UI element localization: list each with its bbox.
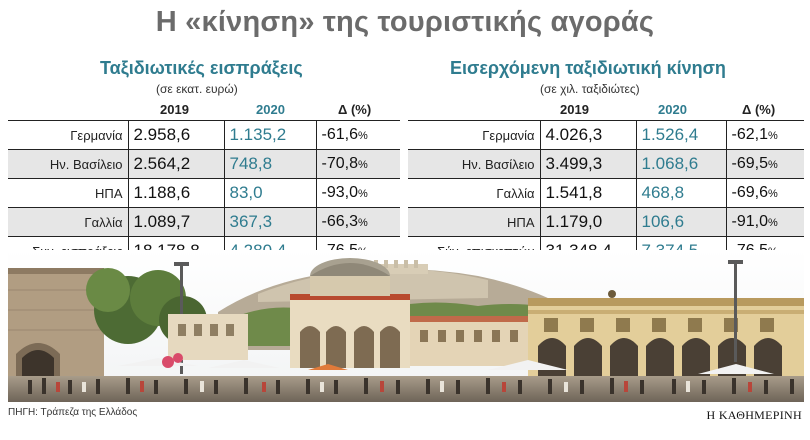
arrivals-unit: (σε χιλ. ταξιδιώτες) [540, 82, 640, 96]
change-number: -69,6 [731, 184, 768, 201]
monastiraki-square-photo [8, 250, 804, 402]
row-label: Ην. Βασίλειο [408, 149, 540, 179]
table-row: Γαλλία 1.541,8 468,8 -69,6% [408, 178, 804, 208]
value-change: -61,6% [315, 120, 400, 150]
value-2019: 1.089,7 [127, 207, 224, 237]
value-2020: 83,0 [223, 178, 316, 208]
row-label: Γαλλία [8, 207, 128, 237]
value-2020: 748,8 [223, 149, 316, 179]
table-row: Ην. Βασίλειο 3.499,3 1.068,6 -69,5% [408, 149, 804, 179]
table-row: ΗΠΑ 1.188,6 83,0 -93,0% [8, 178, 400, 208]
arrivals-table: Γερμανία 4.026,3 1.526,4 -62,1% Ην. Βασί… [408, 120, 804, 266]
change-number: -69,5 [731, 155, 768, 172]
value-change: -91,0% [725, 207, 804, 237]
value-2020: 468,8 [635, 178, 726, 208]
value-2020: 1.526,4 [635, 120, 726, 150]
percent-sign: % [767, 159, 778, 171]
receipts-table: Γερμανία 2.958,6 1.135,2 -61,6% Ην. Βασί… [8, 120, 400, 266]
percent-sign: % [357, 217, 368, 229]
row-label: Γερμανία [408, 120, 540, 150]
row-label: Ην. Βασίλειο [8, 149, 128, 179]
row-label: Γερμανία [8, 120, 128, 150]
value-2020: 367,3 [223, 207, 316, 237]
value-change: -70,8% [315, 149, 400, 179]
value-change: -69,6% [725, 178, 804, 208]
receipts-unit: (σε εκατ. ευρώ) [156, 82, 238, 96]
table-row: Γαλλία 1.089,7 367,3 -66,3% [8, 207, 400, 237]
value-2019: 4.026,3 [539, 120, 636, 150]
value-2019: 1.179,0 [539, 207, 636, 237]
value-2019: 3.499,3 [539, 149, 636, 179]
value-change: -66,3% [315, 207, 400, 237]
change-number: -62,1 [731, 126, 768, 143]
table-row: Γερμανία 2.958,6 1.135,2 -61,6% [8, 120, 400, 150]
source-note: ΠΗΓΗ: Τράπεζα της Ελλάδος [8, 407, 138, 418]
percent-sign: % [357, 159, 368, 171]
receipts-col-2019: 2019 [160, 102, 189, 117]
arrivals-col-change: Δ (%) [742, 102, 776, 117]
receipts-col-change: Δ (%) [338, 102, 372, 117]
change-number: -61,6 [321, 126, 358, 143]
table-row: Γερμανία 4.026,3 1.526,4 -62,1% [408, 120, 804, 150]
change-number: -66,3 [321, 213, 358, 230]
change-number: -93,0 [321, 184, 358, 201]
row-label: ΗΠΑ [8, 178, 128, 208]
value-change: -69,5% [725, 149, 804, 179]
value-2019: 1.541,8 [539, 178, 636, 208]
receipts-heading: Ταξιδιωτικές εισπράξεις [100, 58, 303, 78]
value-2019: 2.958,6 [127, 120, 224, 150]
arrivals-col-2019: 2019 [560, 102, 589, 117]
arrivals-col-2020: 2020 [658, 102, 687, 117]
percent-sign: % [357, 130, 368, 142]
value-2020: 106,6 [635, 207, 726, 237]
change-number: -91,0 [731, 213, 768, 230]
percent-sign: % [357, 188, 368, 200]
percent-sign: % [767, 130, 778, 142]
table-row: Ην. Βασίλειο 2.564,2 748,8 -70,8% [8, 149, 400, 179]
row-label: ΗΠΑ [408, 207, 540, 237]
value-change: -93,0% [315, 178, 400, 208]
arrivals-heading: Εισερχόμενη ταξιδιωτική κίνηση [450, 58, 726, 78]
receipts-col-2020: 2020 [256, 102, 285, 117]
change-number: -70,8 [321, 155, 358, 172]
page-title: Η «κίνηση» της τουριστικής αγοράς [155, 6, 655, 38]
row-label: Γαλλία [408, 178, 540, 208]
value-2019: 1.188,6 [127, 178, 224, 208]
percent-sign: % [767, 217, 778, 229]
percent-sign: % [767, 188, 778, 200]
table-row: ΗΠΑ 1.179,0 106,6 -91,0% [408, 207, 804, 237]
publisher-brand: Η ΚΑΘΗΜΕΡΙΝΗ [706, 408, 802, 422]
value-change: -62,1% [725, 120, 804, 150]
value-2019: 2.564,2 [127, 149, 224, 179]
value-2020: 1.068,6 [635, 149, 726, 179]
value-2020: 1.135,2 [223, 120, 316, 150]
